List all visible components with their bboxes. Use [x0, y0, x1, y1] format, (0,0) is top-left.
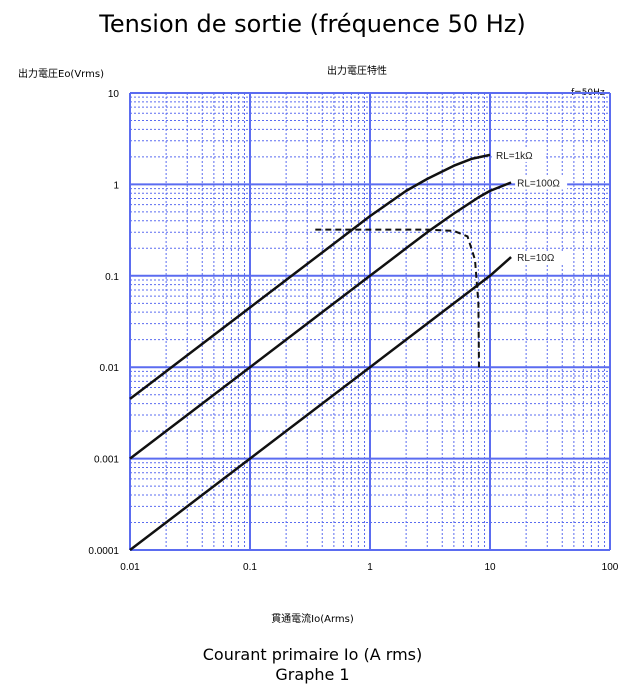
x-tick-label: 0.1 — [243, 562, 257, 573]
series-line-3 — [129, 256, 512, 551]
series-label-1: RL=1kΩ — [496, 151, 533, 162]
series-label-bg — [515, 176, 568, 190]
chart-title-jp: 出力電圧特性 — [327, 66, 387, 77]
series-label-2: RL=100Ω — [517, 178, 560, 189]
y-tick-label: 0.0001 — [88, 546, 119, 557]
series: RL=1kΩ RL=100Ω RL=10Ω — [129, 148, 568, 551]
series-label-3: RL=10Ω — [517, 253, 555, 264]
y-axis-label: 出力電圧Eo(Vrms) — [18, 69, 104, 80]
x-tick-label: 10 — [484, 562, 496, 573]
x-tick-label: 1 — [367, 562, 373, 573]
limit-curve — [315, 228, 480, 368]
y-tick-label: 0.01 — [100, 363, 120, 374]
y-tick-label: 0.1 — [105, 272, 119, 283]
x-tick-label: 100 — [602, 562, 619, 573]
y-tick-label: 0.001 — [94, 455, 119, 466]
page-title: Tension de sortie (fréquence 50 Hz) — [99, 10, 526, 38]
x-axis-label-jp: 貫通電流Io(Arms) — [271, 614, 354, 625]
tick-labels: 0.01 0.1 1 10 100 10 1 0.1 0.01 0.001 0.0001 — [88, 89, 618, 573]
y-tick-label: 10 — [108, 89, 120, 100]
series-label-bg — [494, 148, 546, 162]
series-label-bg — [515, 251, 568, 265]
series-line-2 — [129, 181, 512, 460]
figure-caption: Graphe 1 — [275, 665, 350, 684]
series-line-1 — [129, 153, 491, 400]
x-axis-label: Courant primaire Io (A rms) — [202, 645, 423, 664]
y-tick-label: 1 — [113, 180, 119, 191]
x-tick-label: 0.01 — [120, 562, 140, 573]
